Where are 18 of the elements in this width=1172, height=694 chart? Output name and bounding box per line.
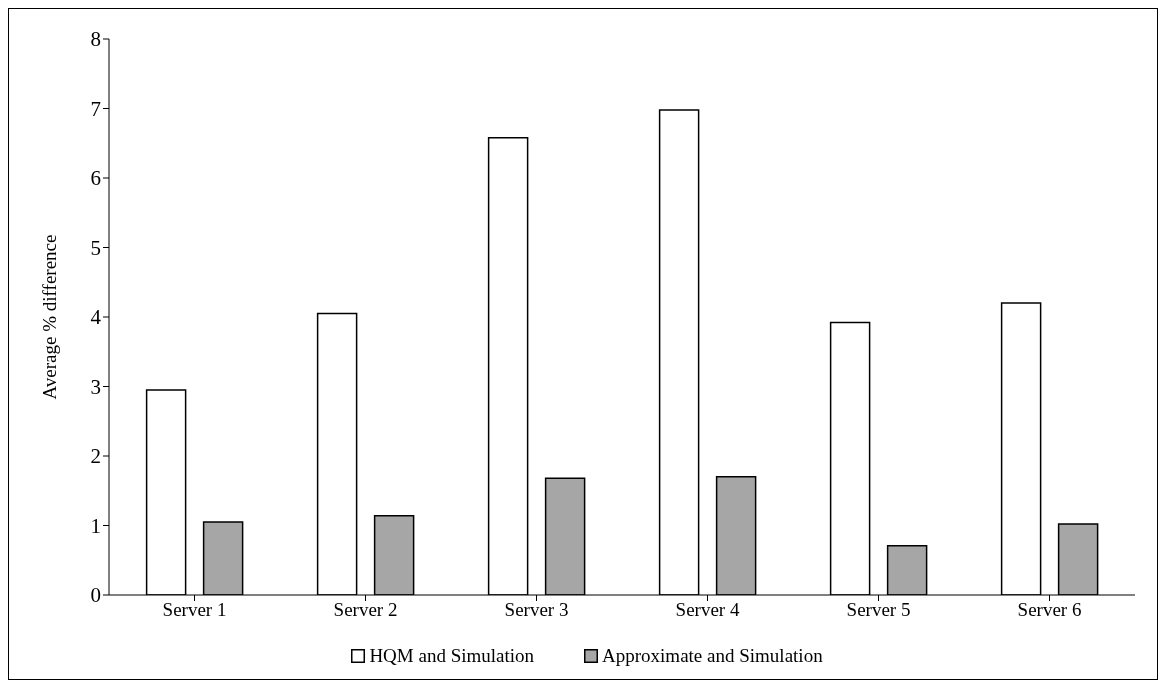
y-tick-label: 6 <box>90 166 101 191</box>
y-tick-label: 3 <box>90 374 101 399</box>
y-tick-label: 5 <box>90 235 101 260</box>
y-tick-label: 7 <box>90 96 101 121</box>
x-tick-label: Server 3 <box>504 599 569 621</box>
x-tick-label: Server 6 <box>1017 599 1082 621</box>
y-tick-label: 8 <box>90 27 101 52</box>
x-tick-label: Server 2 <box>333 599 398 621</box>
x-tick-label: Server 1 <box>162 599 227 621</box>
x-tick-label: Server 5 <box>846 599 911 621</box>
legend-label: HQM and Simulation <box>369 645 535 667</box>
y-tick-label: 2 <box>90 444 101 469</box>
y-tick-label: 1 <box>90 513 101 538</box>
x-tick-label: Server 4 <box>675 599 740 621</box>
y-tick-label: 4 <box>90 305 102 330</box>
legend-label: Approximate and Simulation <box>602 645 823 667</box>
y-axis-title: Average % difference <box>38 234 60 400</box>
y-tick-label: 0 <box>90 583 101 608</box>
